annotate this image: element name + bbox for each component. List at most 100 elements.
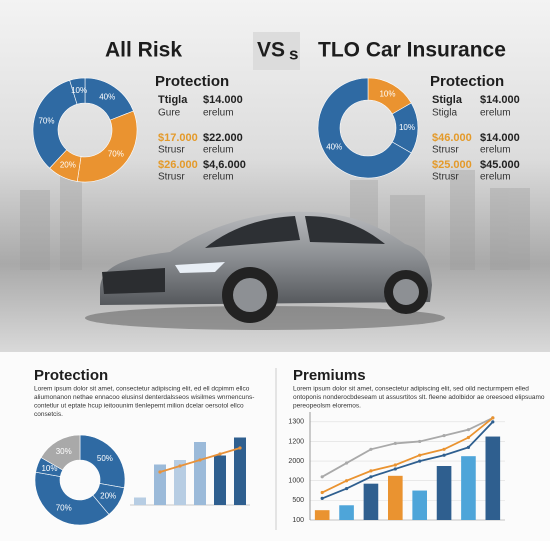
donut-label: 10% bbox=[379, 89, 395, 98]
donut-segment bbox=[69, 77, 86, 105]
donut-label: 70% bbox=[56, 503, 72, 512]
bar bbox=[174, 460, 186, 505]
line-series bbox=[321, 417, 494, 494]
donut-label: 30% bbox=[56, 447, 72, 456]
line-point bbox=[198, 458, 202, 462]
line-point bbox=[320, 475, 324, 479]
bar bbox=[363, 483, 379, 520]
section-heading: Premiums bbox=[293, 367, 366, 384]
line-point bbox=[466, 445, 471, 449]
donut-label: 20% bbox=[60, 161, 76, 170]
line-point bbox=[442, 447, 446, 451]
panel-cell: Strusr bbox=[432, 145, 459, 156]
line-point bbox=[178, 464, 182, 468]
donut-segment bbox=[34, 471, 110, 526]
left-title: All Risk bbox=[105, 39, 182, 62]
line-point bbox=[238, 446, 242, 450]
line-point bbox=[393, 467, 397, 471]
y-tick-label: 500 bbox=[292, 497, 304, 504]
donut-label: 10% bbox=[71, 86, 87, 95]
line-point bbox=[320, 490, 324, 495]
bar bbox=[412, 490, 427, 520]
bar bbox=[436, 466, 452, 520]
bar bbox=[214, 455, 226, 505]
donut-label: 50% bbox=[97, 454, 113, 463]
panel-cell: $45.000 bbox=[480, 159, 520, 171]
panel-cell: $17.000 bbox=[158, 132, 198, 144]
bar bbox=[485, 436, 501, 520]
line-point bbox=[344, 486, 349, 491]
panel-cell: $22.000 bbox=[203, 132, 243, 144]
bar bbox=[154, 464, 166, 505]
bar bbox=[339, 505, 354, 520]
panel-cell: $14.000 bbox=[203, 94, 243, 106]
panel-cell: erelum bbox=[480, 172, 511, 183]
donut-segment bbox=[76, 110, 138, 183]
panel-heading: Protection bbox=[155, 73, 229, 90]
panel-cell: erelum bbox=[480, 108, 511, 119]
bar bbox=[314, 510, 330, 520]
paragraph-line: aliumonanon nethae ennacoo elusinsl dent… bbox=[34, 394, 254, 401]
panel-cell: Strusr bbox=[158, 172, 185, 183]
bar bbox=[194, 442, 206, 505]
line-point bbox=[158, 470, 162, 474]
line-point bbox=[418, 453, 422, 457]
line-point bbox=[442, 453, 446, 457]
vs-label: VS bbox=[257, 39, 285, 62]
y-tick-label: 1000 bbox=[288, 478, 304, 485]
donut-segment bbox=[79, 434, 126, 489]
donut-label: 40% bbox=[326, 143, 342, 152]
panel-cell: Strusr bbox=[432, 172, 459, 183]
paragraph-line: Lorem ipsum dolor sit amet, consectetur … bbox=[34, 386, 250, 393]
panel-cell: erelum bbox=[203, 108, 234, 119]
panel-cell: erelum bbox=[480, 145, 511, 156]
y-tick-label: 1200 bbox=[288, 438, 304, 445]
donut-label: 10% bbox=[41, 464, 57, 473]
line-point bbox=[418, 459, 422, 463]
bar bbox=[134, 497, 146, 505]
right-title: TLO Car Insurance bbox=[318, 39, 506, 62]
donut-label: 70% bbox=[38, 116, 54, 125]
donut-label: 40% bbox=[99, 92, 115, 101]
panel-cell: Gure bbox=[158, 108, 181, 119]
line-point bbox=[393, 463, 397, 467]
panel-cell: $14.000 bbox=[480, 94, 520, 106]
bar bbox=[461, 456, 476, 520]
vs-suffix: s bbox=[289, 44, 298, 63]
bar bbox=[388, 475, 403, 520]
line-point bbox=[344, 461, 349, 465]
bar bbox=[234, 437, 246, 505]
donut-label: 10% bbox=[399, 123, 415, 132]
panel-cell: erelum bbox=[203, 172, 234, 183]
panel-cell: $14.000 bbox=[480, 132, 520, 144]
line-point bbox=[466, 428, 471, 432]
line-point bbox=[369, 475, 373, 479]
donut-segment bbox=[317, 77, 412, 179]
panel-cell: erelum bbox=[203, 145, 234, 156]
line-point bbox=[393, 441, 397, 446]
line-point bbox=[218, 452, 222, 456]
paragraph-line: pereopeolsm eloremos. bbox=[293, 403, 361, 410]
panel-cell: Stigla bbox=[432, 108, 457, 119]
donut-segment bbox=[32, 79, 78, 169]
panel-cell: Stigla bbox=[432, 94, 463, 106]
vs-box bbox=[253, 32, 300, 70]
line-point bbox=[466, 435, 471, 440]
panel-cell: $46.000 bbox=[432, 132, 472, 144]
panel-cell: Ttigla bbox=[158, 94, 188, 106]
panel-heading: Protection bbox=[430, 73, 504, 90]
line-point bbox=[418, 439, 422, 444]
line-series bbox=[321, 421, 494, 500]
y-tick-label: 100 bbox=[292, 517, 304, 524]
panel-cell: $26.000 bbox=[158, 159, 198, 171]
panel-cell: $4,6.000 bbox=[203, 159, 246, 171]
y-tick-label: 1300 bbox=[288, 419, 304, 426]
panel-cell: $25.000 bbox=[432, 159, 472, 171]
line-point bbox=[320, 496, 324, 500]
paragraph-line: ontoponis nonderocbdeseam ut assusrtitos… bbox=[293, 394, 545, 401]
donut-label: 20% bbox=[100, 491, 116, 500]
line-point bbox=[491, 420, 495, 424]
line-series bbox=[321, 417, 494, 478]
line-point bbox=[442, 433, 446, 438]
